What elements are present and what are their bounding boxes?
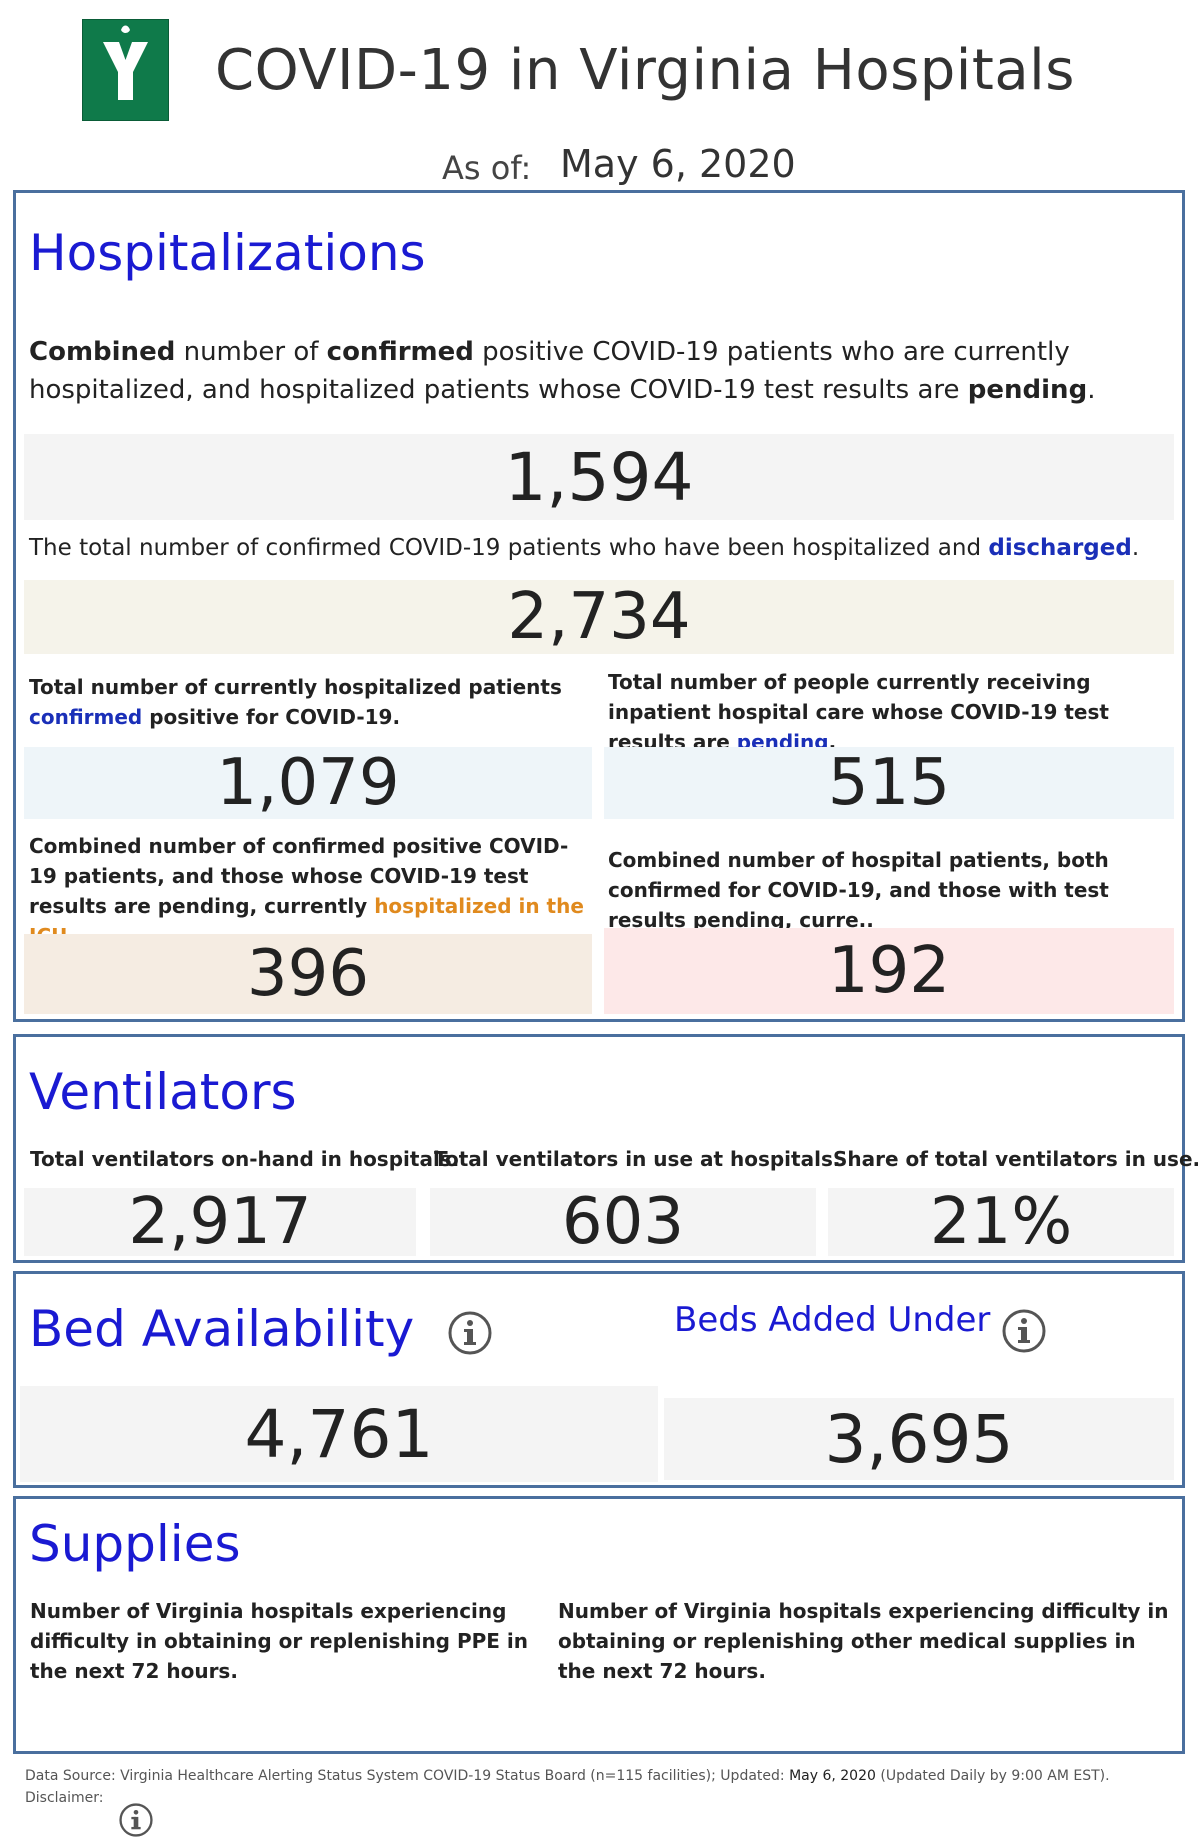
icu-description: Combined number of confirmed positive CO… [29,834,584,948]
pending-value: 515 [604,746,1174,820]
vhha-logo [82,19,169,121]
pending-description: Total number of people currently receivi… [608,670,1109,754]
ventilators-on-hand-label: Total ventilators on-hand in hospitals. [30,1147,460,1171]
bed-availability-info-icon[interactable] [448,1311,492,1355]
ventilators-in-use-label: Total ventilators in use at hospitals. [434,1147,841,1171]
beds-panel [13,1271,1185,1488]
hospitalizations-panel [13,190,1185,1022]
beds-added-value: 3,695 [664,1398,1174,1480]
ventilators-on-hand-value: 2,917 [24,1185,416,1259]
beds-added-info-icon[interactable] [1002,1309,1046,1353]
icu-value: 396 [24,934,592,1014]
beds-added-heading: Beds Added Under [674,1300,991,1340]
discharged-description: The total number of confirmed COVID-19 p… [29,535,1140,561]
ventilators-in-use-value: 603 [430,1185,816,1259]
hospitalizations-heading: Hospitalizations [29,224,426,282]
info-icon [119,1803,153,1837]
info-icon [448,1311,492,1355]
ventilator-patients-description: Combined number of hospital patients, bo… [608,848,1109,932]
disclaimer-label: Disclaimer: [25,1790,104,1806]
supplies-panel [13,1496,1185,1754]
combined-value: 1,594 [24,434,1174,520]
virginia-logo-icon [103,25,148,100]
ppe-difficulty-label: Number of Virginia hospitals experiencin… [30,1599,528,1683]
supplies-heading: Supplies [29,1515,241,1573]
ventilators-panel [13,1034,1185,1263]
disclaimer-info-icon[interactable] [119,1803,153,1841]
ventilators-heading: Ventilators [29,1063,297,1121]
combined-description: Combined number of confirmed positive CO… [29,337,1096,405]
discharged-value: 2,734 [24,580,1174,654]
data-source-footer: Data Source: Virginia Healthcare Alertin… [25,1768,1110,1784]
ventilators-share-label: Share of total ventilators in use. [833,1147,1198,1171]
page-title: COVID-19 in Virginia Hospitals [215,38,1075,103]
as-of-date: May 6, 2020 [560,142,796,186]
bed-availability-value: 4,761 [20,1386,658,1482]
confirmed-value: 1,079 [24,746,592,820]
as-of-label: As of: [442,149,532,187]
info-icon [1002,1309,1046,1353]
confirmed-description: Total number of currently hospitalized p… [29,675,562,729]
other-supplies-difficulty-label: Number of Virginia hospitals experiencin… [558,1599,1169,1683]
ventilators-share-value: 21% [828,1185,1174,1259]
bed-availability-heading: Bed Availability [29,1300,415,1358]
ventilator-patients-value: 192 [604,928,1174,1014]
